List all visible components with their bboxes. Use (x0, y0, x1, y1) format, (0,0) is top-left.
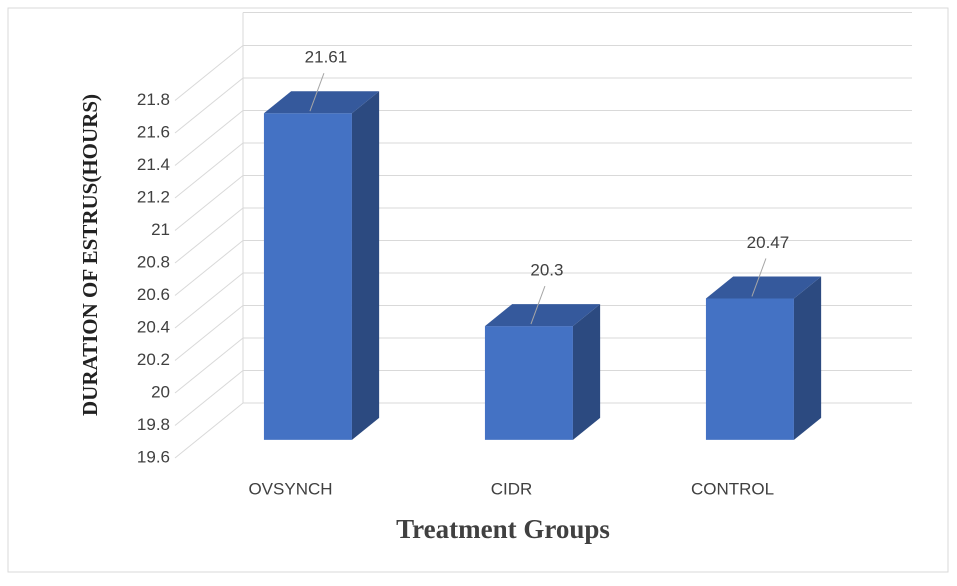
bar (263, 113, 352, 440)
y-tick-label: 20.2 (137, 350, 170, 369)
x-tick-label: CONTROL (691, 479, 774, 498)
leader-line (530, 285, 546, 325)
grid-line (174, 402, 244, 459)
grid-line (174, 77, 244, 134)
y-tick-label: 21.8 (137, 90, 170, 109)
data-label: 20.47 (747, 233, 790, 252)
bar (705, 298, 794, 440)
x-tick-label: CIDR (491, 479, 533, 498)
grid-line (174, 240, 244, 296)
bar-side (793, 276, 822, 440)
grid-line (174, 110, 244, 166)
y-tick-label: 19.6 (137, 447, 170, 466)
grid-line (174, 370, 244, 426)
data-label: 20.3 (530, 261, 563, 280)
leader-line (309, 73, 325, 112)
y-tick-label: 21.2 (137, 187, 170, 206)
grid-line (174, 337, 244, 394)
grid-line (174, 142, 244, 199)
leader-line (751, 258, 767, 297)
y-tick-label: 20.8 (137, 252, 170, 271)
bar-side (351, 91, 380, 440)
bar-top (705, 276, 822, 299)
y-tick-label: 21.4 (137, 155, 170, 174)
y-tick-label: 21 (151, 220, 170, 239)
grid-line (174, 45, 244, 101)
bar-side (572, 304, 601, 440)
y-tick-label: 20.4 (137, 317, 170, 336)
bar-top (484, 304, 601, 327)
grid-line (174, 305, 244, 361)
y-tick-label: 20 (151, 382, 170, 401)
y-tick-label: 19.8 (137, 415, 170, 434)
grid-line (174, 272, 244, 329)
y-tick-label: 20.6 (137, 285, 170, 304)
data-label: 21.61 (305, 48, 348, 67)
bar (484, 326, 573, 440)
y-axis-title: DURATION OF ESTRUS(HOURS) (78, 94, 102, 416)
grid-line (174, 175, 244, 231)
y-tick-label: 21.6 (137, 122, 170, 141)
grid-line (174, 207, 244, 264)
x-axis-title: Treatment Groups (396, 514, 610, 544)
x-tick-label: OVSYNCH (248, 479, 332, 498)
bar-top (263, 91, 380, 114)
